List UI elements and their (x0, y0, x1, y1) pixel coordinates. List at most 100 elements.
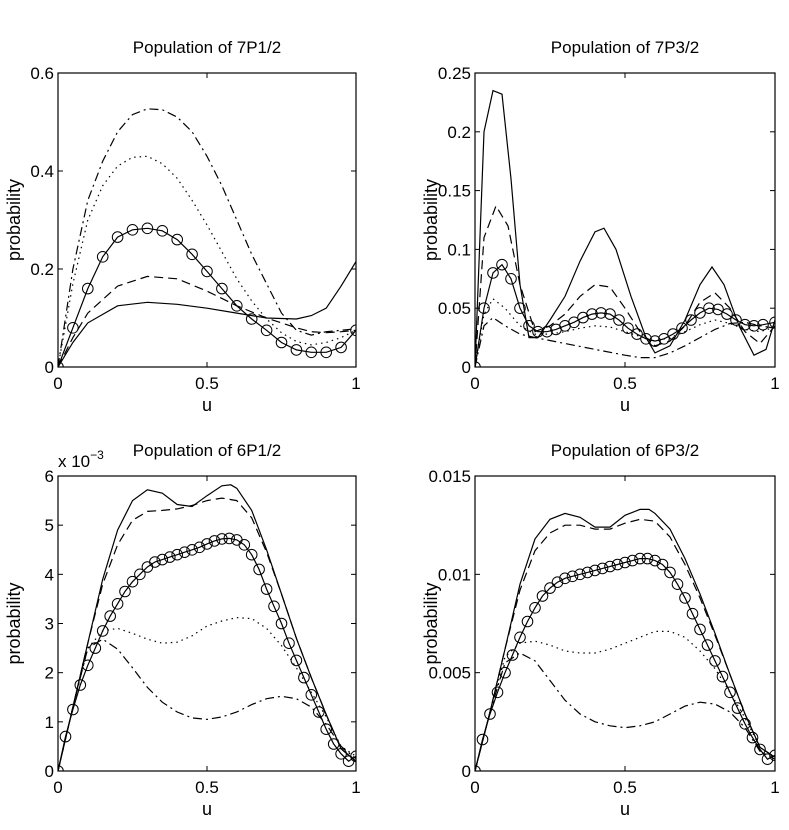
circle-marker (658, 333, 670, 345)
chart-title: Population of 6P1/2 (133, 441, 281, 460)
circle-marker (649, 554, 661, 567)
y-axis-label: probability (421, 179, 441, 261)
circle-marker (268, 600, 280, 613)
circle-marker (476, 733, 489, 746)
circle-marker (529, 602, 541, 614)
circle-marker (335, 748, 347, 760)
circle-marker (58, 361, 64, 367)
circle-marker (611, 558, 624, 571)
circle-marker (141, 222, 154, 235)
chart-panel-3: Population of 6P1/2 0 1 2 3 4 5 6 0 0.5 1 u probabil… (4, 441, 361, 819)
circle-marker (532, 325, 544, 338)
circle-marker (193, 541, 206, 554)
circle-marker (667, 328, 679, 340)
plot-area (475, 508, 775, 771)
y-tick-label: 0.05 (438, 299, 471, 318)
circle-marker (761, 753, 774, 766)
circle-marker (201, 538, 213, 550)
circle-marker (171, 548, 183, 561)
chart-title: Population of 6P3/2 (551, 441, 699, 460)
series-line-dash-dot (58, 108, 356, 367)
circle-marker (82, 659, 94, 672)
circle-marker (320, 346, 333, 359)
y-tick-label: 0.1 (447, 240, 471, 259)
y-tick-label: 0 (462, 762, 471, 781)
x-axis-label: u (620, 799, 630, 819)
circle-marker (536, 590, 549, 602)
circle-marker (96, 625, 109, 637)
circle-marker (484, 708, 496, 720)
y-tick-label: 0.6 (30, 64, 54, 83)
circle-marker (709, 655, 721, 667)
circle-marker (164, 551, 176, 563)
circle-marker (290, 344, 303, 356)
circle-marker (305, 689, 318, 701)
circle-marker (201, 265, 213, 278)
y-tick-label: 0.15 (438, 182, 471, 201)
x-tick-label: 0.5 (613, 374, 637, 393)
circle-marker (596, 562, 609, 575)
circle-marker (475, 361, 481, 367)
circle-marker (686, 607, 699, 620)
circle-marker (126, 224, 139, 236)
series-line-dotted (475, 630, 775, 771)
circle-marker (313, 706, 325, 718)
y-tick-label: 2 (45, 664, 54, 683)
circle-marker (156, 225, 169, 237)
circle-marker (757, 318, 769, 331)
y-tick-label: 5 (45, 516, 54, 535)
circle-marker (149, 556, 161, 568)
circle-marker (496, 258, 508, 271)
y-tick-label: 4 (45, 565, 54, 584)
circle-marker (305, 346, 318, 359)
y-tick-label: 0.2 (447, 123, 471, 142)
circle-marker (544, 582, 556, 594)
circle-marker (171, 233, 183, 246)
y-tick-label: 6 (45, 467, 54, 486)
circle-marker (216, 282, 228, 295)
series-line-circles (58, 537, 356, 771)
circle-marker (586, 308, 598, 320)
chart-panel-4: Population of 6P3/2 0 0.005 0.01 0.015 0 0.5 1 u… (421, 441, 780, 819)
circle-marker (58, 765, 64, 771)
x-tick-label: 0 (53, 778, 62, 797)
plot-frame (57, 475, 357, 772)
y-tick-label: 0.015 (428, 467, 471, 486)
circle-marker (82, 282, 94, 295)
circle-marker (656, 558, 669, 571)
circle-marker (111, 598, 124, 610)
circle-marker (541, 325, 553, 338)
y-axis-label: probability (4, 582, 24, 664)
circle-marker (731, 702, 744, 714)
circle-marker (664, 566, 676, 579)
x-tick-label: 1 (770, 778, 779, 797)
circle-marker (253, 563, 265, 576)
series-line-dotted (58, 616, 356, 771)
circle-marker (298, 671, 310, 684)
circle-marker (275, 336, 288, 349)
circle-marker (350, 750, 356, 763)
plot-area (58, 484, 356, 771)
y-tick-label: 0.01 (438, 565, 471, 584)
circle-marker (551, 576, 564, 589)
x-tick-label: 1 (770, 374, 779, 393)
y-tick-label: 0 (462, 358, 471, 377)
circle-marker (649, 335, 661, 347)
chart-title: Population of 7P3/2 (551, 38, 699, 57)
circle-marker (335, 341, 347, 354)
circle-marker (559, 572, 571, 585)
series-line-dash-dot (475, 652, 775, 771)
circle-marker (178, 546, 191, 559)
x-tick-label: 0 (470, 778, 479, 797)
y-exponent-power: −3 (90, 448, 104, 462)
circle-marker (238, 539, 251, 551)
circle-marker (574, 568, 586, 581)
circle-marker (581, 566, 594, 579)
plot-frame (474, 475, 776, 772)
circle-marker (478, 302, 490, 315)
circle-marker (223, 532, 236, 545)
circle-marker (505, 273, 517, 285)
series-line-circles (58, 227, 356, 367)
circle-marker (716, 670, 729, 683)
circle-marker (260, 324, 273, 337)
